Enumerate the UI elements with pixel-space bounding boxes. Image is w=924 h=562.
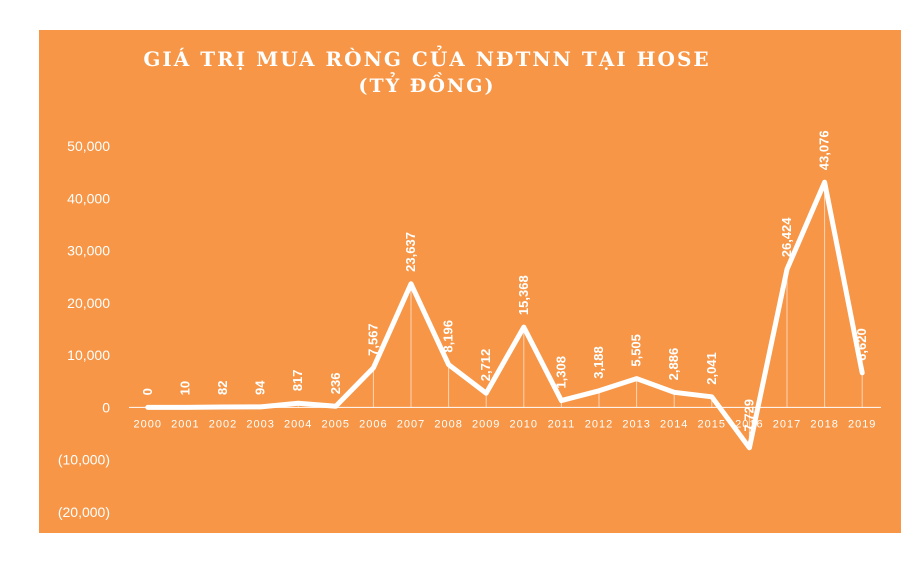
x-tick-label: 2014	[660, 418, 688, 430]
data-label: 15,368	[516, 275, 531, 315]
x-tick-label: 2006	[359, 418, 387, 430]
series-line	[145, 179, 865, 451]
x-tick-label: 2019	[848, 418, 876, 430]
x-tick-label: 2012	[585, 418, 613, 430]
y-tick-label: (10,000)	[58, 452, 110, 468]
x-tick-label: 2013	[622, 418, 650, 430]
data-label: 82	[215, 381, 230, 395]
x-tick-label: 2011	[548, 418, 576, 430]
data-label: 26,424	[779, 217, 794, 258]
x-tick-label: 2002	[209, 418, 237, 430]
data-label: 1,308	[553, 356, 568, 389]
drop-lines	[184, 182, 863, 448]
x-tick-label: 2007	[397, 418, 425, 430]
x-tick-label: 2018	[810, 418, 838, 430]
data-label: 23,637	[403, 232, 418, 272]
x-tick-label: 2009	[472, 418, 500, 430]
x-tick-label: 2000	[134, 418, 162, 430]
x-tick-label: 2010	[510, 418, 538, 430]
data-label: 6,620	[854, 328, 869, 361]
y-tick-label: 30,000	[67, 243, 110, 259]
y-axis: 50,000 40,000 30,000 20,000 10,000 0 (10,000) (…	[58, 138, 110, 520]
x-tick-label: 2005	[322, 418, 350, 430]
data-label: 236	[328, 372, 343, 394]
x-tick-label: 2001	[171, 418, 199, 430]
data-labels: 0 10 82 94 817 236 7,567 23,637 8,196 2,712 15,368…	[140, 130, 869, 435]
data-label: 2,886	[666, 348, 681, 381]
x-tick-label: 2004	[284, 418, 312, 430]
y-tick-label: 50,000	[67, 138, 110, 154]
y-tick-label: 10,000	[67, 347, 110, 363]
data-label: 0	[140, 388, 155, 395]
data-label: 94	[253, 380, 268, 395]
data-label: 2,041	[704, 352, 719, 385]
x-tick-label: 2015	[698, 418, 726, 430]
x-tick-label: 2017	[773, 418, 801, 430]
data-label: 8,196	[441, 320, 456, 353]
y-tick-label: (20,000)	[58, 504, 110, 520]
chart-subtitle: (TỶ ĐỒNG)	[358, 71, 495, 97]
y-tick-label: 20,000	[67, 295, 110, 311]
y-tick-label: 0	[102, 399, 110, 415]
data-label: 10	[177, 381, 192, 395]
data-label: 2,712	[478, 349, 493, 382]
data-label: 5,505	[629, 334, 644, 367]
data-label: 7,567	[365, 323, 380, 356]
y-tick-label: 40,000	[67, 190, 110, 206]
data-label: -7,729	[741, 399, 756, 436]
x-tick-label: 2003	[246, 418, 274, 430]
data-label: 43,076	[817, 130, 832, 170]
chart-panel: GIÁ TRỊ MUA RÒNG CỦA NĐTNN TẠI HOSE (TỶ …	[39, 30, 901, 533]
x-axis: 2000 2001 2002 2003 2004 2005 2006 2007 2008 2009…	[134, 418, 876, 430]
x-tick-label: 2008	[434, 418, 462, 430]
chart-title: GIÁ TRỊ MUA RÒNG CỦA NĐTNN TẠI HOSE	[143, 43, 710, 71]
data-label: 817	[290, 369, 305, 391]
line-chart: GIÁ TRỊ MUA RÒNG CỦA NĐTNN TẠI HOSE (TỶ …	[58, 43, 881, 520]
data-label: 3,188	[591, 346, 606, 379]
